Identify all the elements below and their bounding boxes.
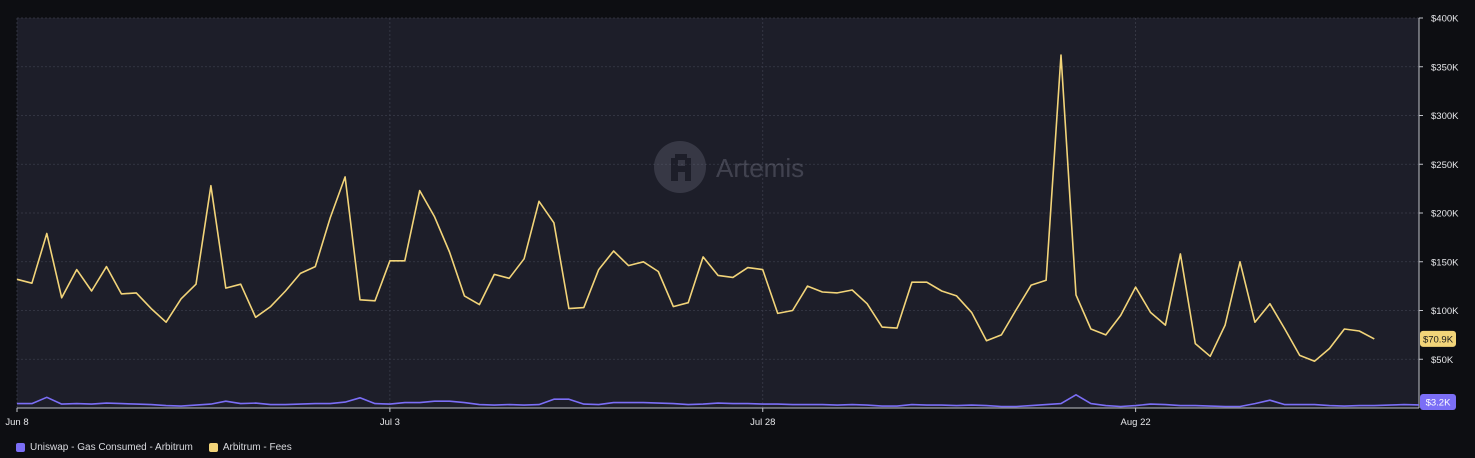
y-tick-label: $50K bbox=[1431, 355, 1454, 366]
y-tick-label: $350K bbox=[1431, 62, 1459, 73]
last-value-badge bbox=[1420, 330, 1456, 347]
series-line-fees bbox=[16, 54, 1375, 363]
legend-swatch-fees bbox=[208, 442, 218, 452]
last-value-label: $3.2K bbox=[1426, 398, 1451, 409]
series-line-gas-consumed bbox=[17, 393, 1420, 408]
line-chart: Artemis $50K $100K $150K $200K $250K $300K $35… bbox=[5, 14, 1459, 429]
y-tick-label: $400K bbox=[1431, 14, 1459, 25]
y-axis-ticks: $50K $100K $150K $200K $250K $300K $350K $400K bbox=[1419, 14, 1459, 366]
last-value-label: $70.9K bbox=[1423, 334, 1454, 345]
watermark-text: Artemis bbox=[716, 153, 804, 183]
x-tick-label: Jul 3 bbox=[380, 417, 400, 428]
legend-item-gas[interactable]: Uniswap - Gas Consumed - Arbitrum bbox=[16, 442, 193, 453]
series-layer bbox=[16, 54, 1420, 408]
y-tick-label: $300K bbox=[1431, 111, 1459, 122]
x-tick-label: Jun 8 bbox=[5, 417, 28, 428]
legend: Uniswap - Gas Consumed - Arbitrum Arbitr… bbox=[16, 440, 292, 454]
y-tick-label: $250K bbox=[1431, 160, 1459, 171]
x-tick-label: Aug 22 bbox=[1121, 417, 1151, 428]
last-value-labels: $3.2K $70.9K bbox=[1420, 330, 1456, 410]
grid bbox=[16, 17, 1419, 408]
y-tick-label: $200K bbox=[1431, 209, 1459, 220]
y-tick-label: $100K bbox=[1431, 306, 1459, 317]
legend-item-fees[interactable]: Arbitrum - Fees bbox=[208, 441, 292, 453]
watermark: Artemis bbox=[654, 141, 804, 193]
legend-label-gas: Uniswap - Gas Consumed - Arbitrum bbox=[30, 441, 193, 453]
y-tick-label: $150K bbox=[1431, 257, 1459, 268]
x-axis-ticks: Jun 8 Jul 3 Jul 28 Aug 22 bbox=[5, 408, 1151, 428]
legend-label-fees: Arbitrum - Fees bbox=[222, 441, 292, 453]
artemis-logo-icon bbox=[654, 141, 706, 193]
legend-swatch-gas bbox=[16, 442, 25, 452]
x-tick-label: Jul 28 bbox=[750, 417, 775, 428]
last-value-badge bbox=[1420, 394, 1456, 410]
